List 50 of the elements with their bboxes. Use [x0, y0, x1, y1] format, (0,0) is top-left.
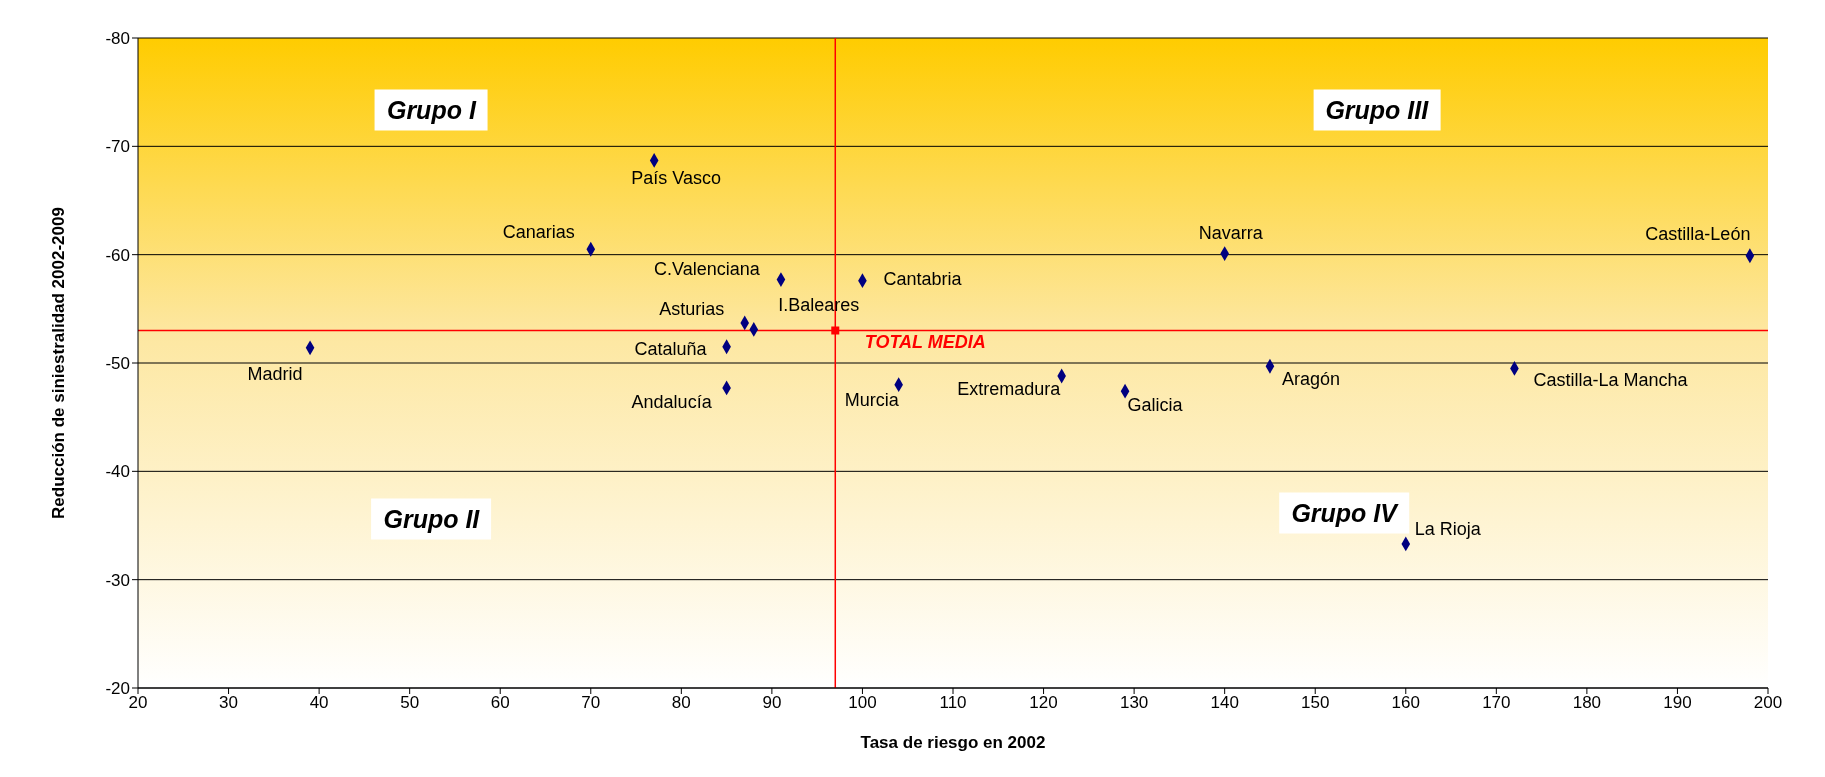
- x-tick-label: 90: [762, 693, 782, 713]
- x-tick-label: 140: [1210, 693, 1239, 713]
- y-tick-label: -40: [105, 462, 130, 482]
- y-tick-label: -50: [105, 354, 130, 374]
- annotation: Grupo III: [1313, 89, 1441, 130]
- annotation: Cataluña: [634, 338, 708, 359]
- annotation: Castilla-La Mancha: [1533, 370, 1689, 391]
- y-tick-label: -30: [105, 570, 130, 590]
- x-axis-title: Tasa de riesgo en 2002: [860, 733, 1046, 752]
- annotation: Aragón: [1281, 369, 1340, 389]
- x-tick-label: 80: [671, 693, 691, 713]
- x-tick-label: 120: [1029, 693, 1058, 713]
- annotation: Grupo I: [374, 89, 488, 130]
- x-tick-label: 40: [309, 693, 329, 713]
- annotation: Navarra: [1198, 223, 1264, 244]
- annotation: Madrid: [247, 363, 303, 384]
- x-tick-label: 150: [1301, 693, 1330, 713]
- x-tick-label: 200: [1753, 693, 1783, 713]
- y-axis-title: Reducción de siniestralidad 2002-2009: [49, 207, 69, 519]
- annotation: C.Valenciana: [654, 259, 761, 280]
- annotation: La Rioja: [1414, 518, 1482, 539]
- x-tick-label: 170: [1482, 693, 1511, 713]
- annotation: Andalucía: [631, 391, 713, 412]
- annotation: Grupo II: [371, 498, 492, 540]
- annotation: País Vasco: [631, 168, 722, 189]
- annotation: Canarias: [502, 222, 575, 242]
- annotation: Murcia: [844, 390, 900, 411]
- y-tick-label: -60: [105, 245, 130, 265]
- x-tick-label: 20: [128, 693, 148, 713]
- y-tick-label: -80: [105, 29, 130, 49]
- annotation: Cantabria: [883, 269, 963, 290]
- annotation: Asturias: [659, 298, 725, 319]
- x-tick-label: 50: [400, 693, 420, 713]
- x-tick-label: 70: [581, 693, 601, 713]
- annotation: Grupo IV: [1279, 492, 1409, 533]
- annotation: Castilla-León: [1645, 223, 1751, 244]
- x-tick-label: 180: [1572, 693, 1602, 713]
- annotation: Extremadura: [957, 378, 1062, 399]
- x-tick-label: 110: [939, 693, 967, 713]
- x-tick-label: 190: [1663, 693, 1692, 713]
- x-tick-label: 30: [219, 693, 239, 713]
- y-tick-label: -20: [105, 679, 130, 699]
- x-tick-label: 130: [1119, 693, 1149, 713]
- x-tick-label: 160: [1391, 693, 1420, 713]
- point: [831, 326, 840, 335]
- annotation: Galicia: [1127, 394, 1184, 415]
- x-tick-label: 60: [490, 693, 510, 713]
- x-tick-label: 100: [848, 693, 877, 713]
- series-label: TOTAL MEDIA: [864, 332, 986, 353]
- y-tick-label: -70: [105, 137, 130, 157]
